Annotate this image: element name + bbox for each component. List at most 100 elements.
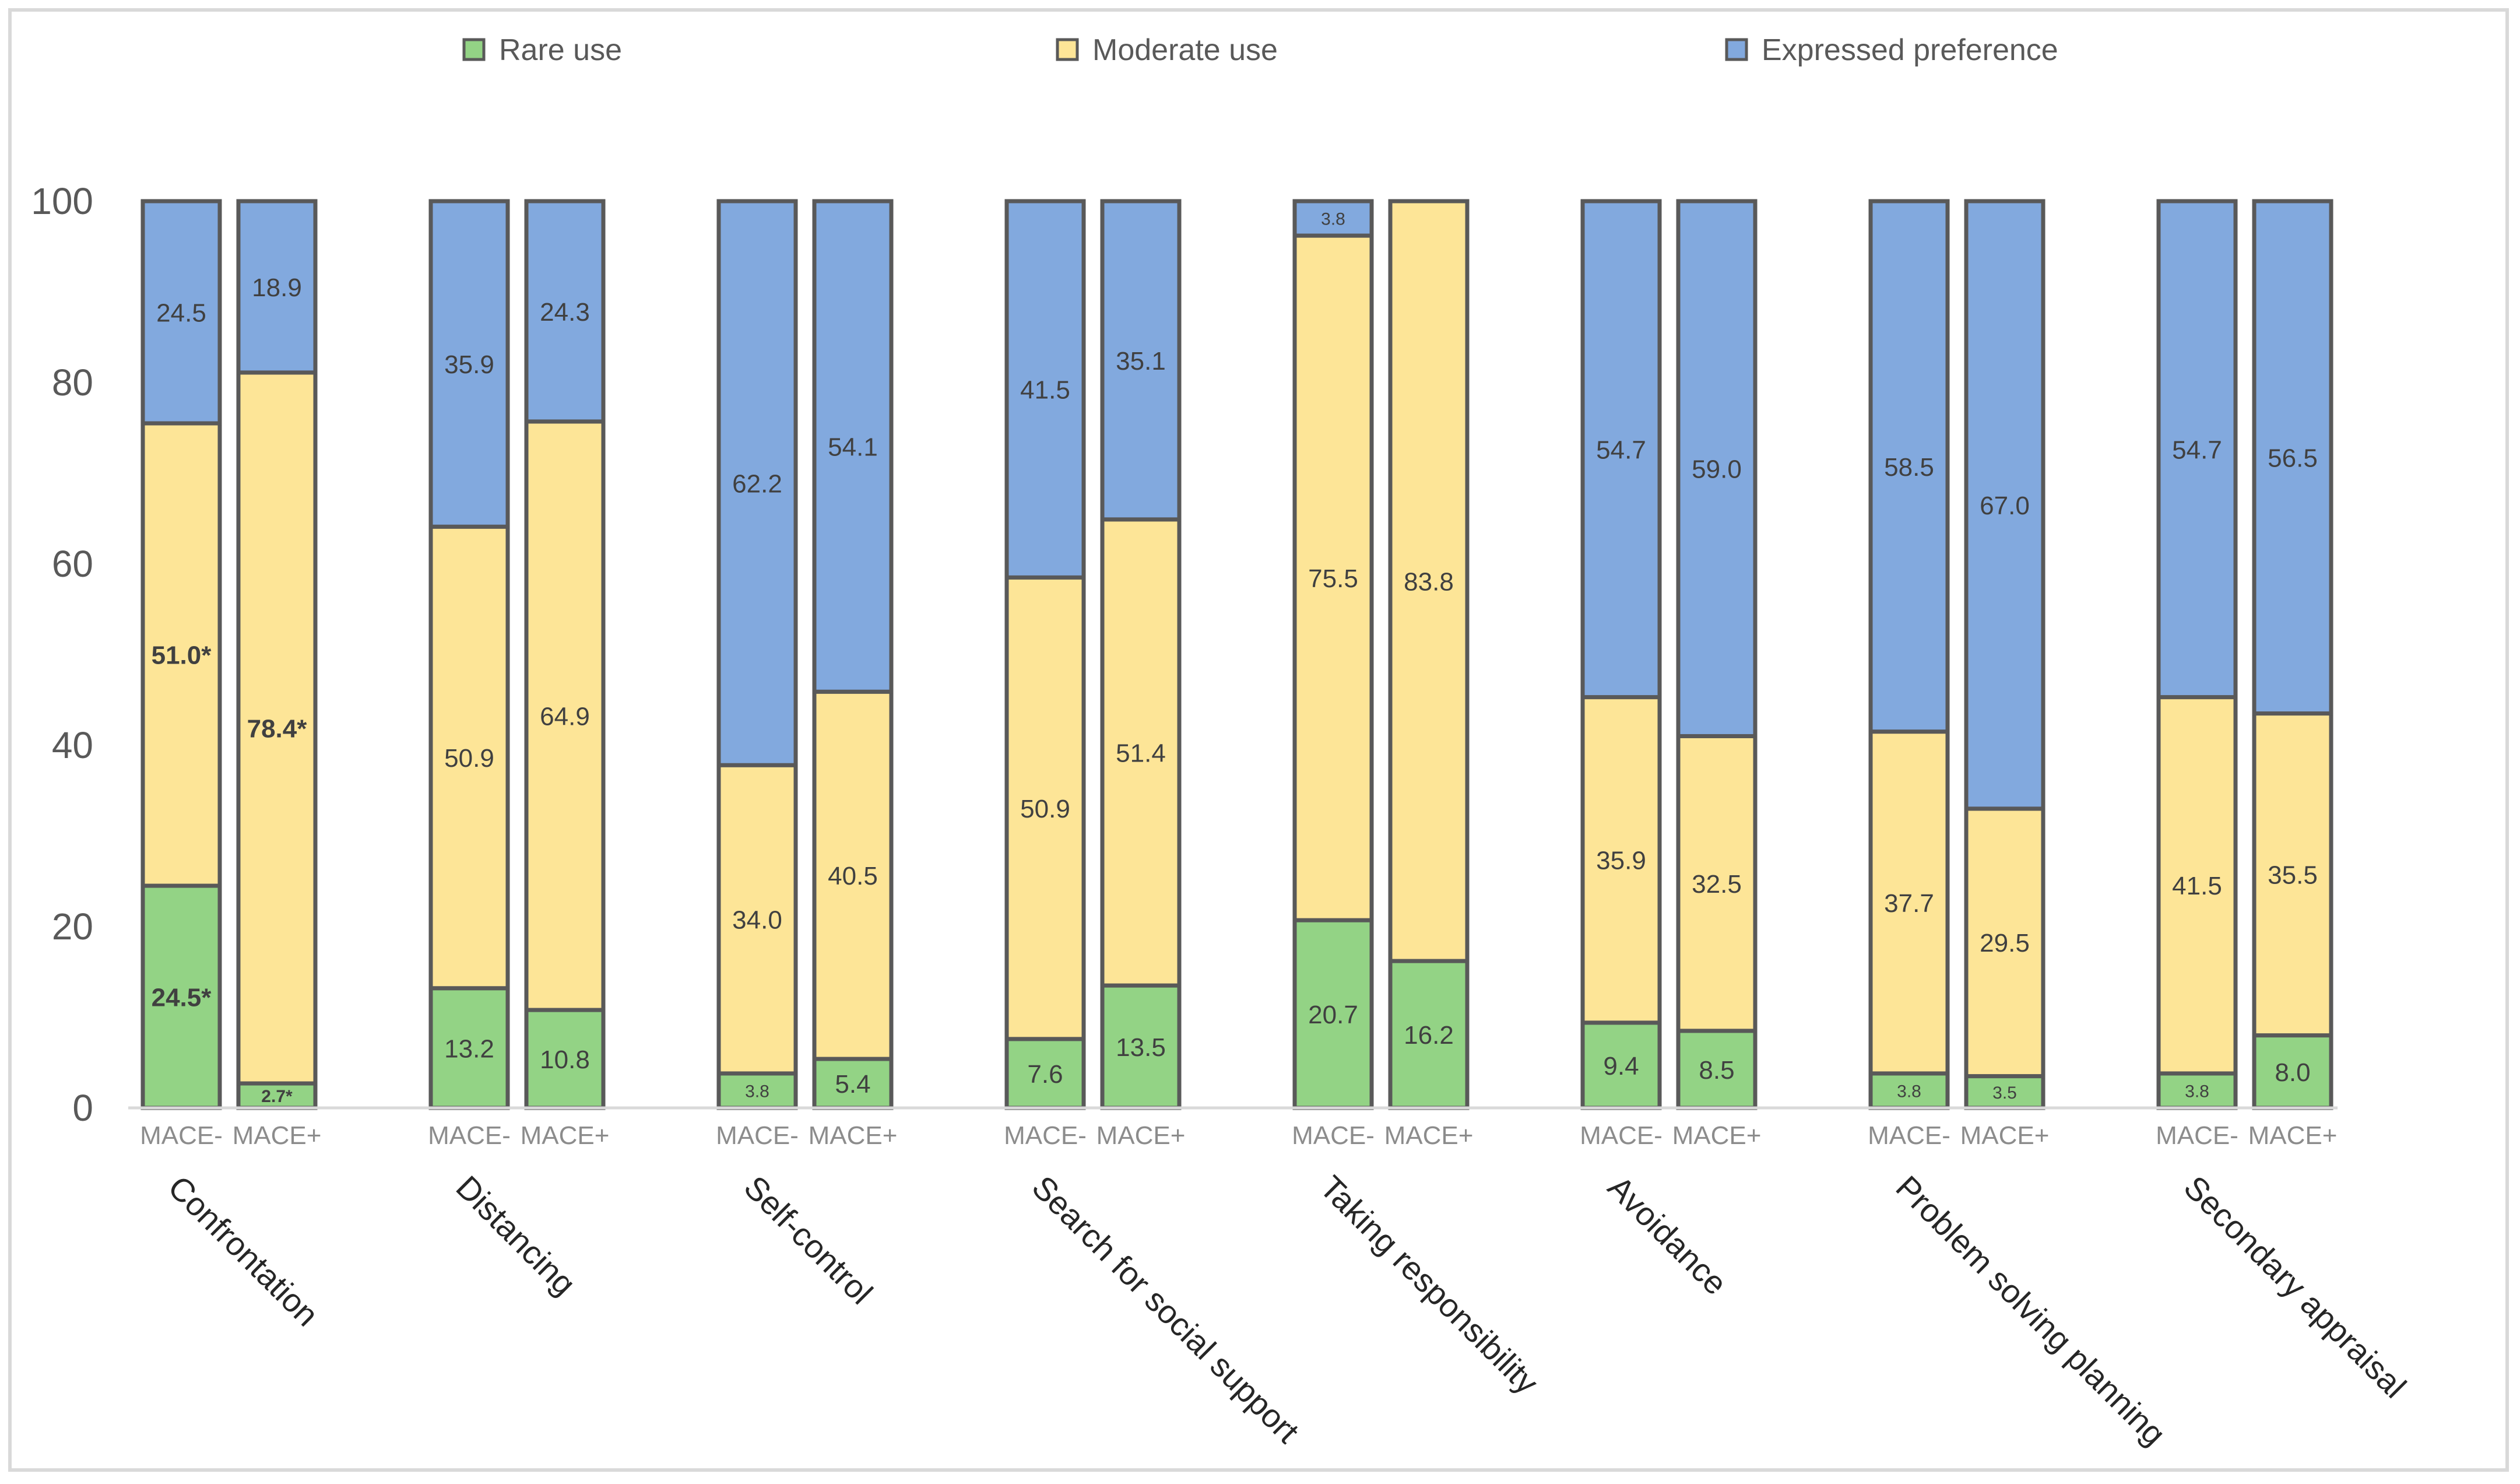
bar-segment-preference: [140, 199, 222, 426]
group-label: MACE+: [1096, 1121, 1186, 1150]
legend-label-0: Rare use: [499, 33, 622, 67]
category-label: Distancing: [449, 1169, 583, 1302]
data-label-rare: 20.7: [1308, 1001, 1358, 1029]
bar-segment-moderate: [1676, 734, 1758, 1033]
group-label: MACE+: [1960, 1121, 2050, 1150]
bar-segment-moderate: [1580, 695, 1662, 1025]
data-label-moderate: 51.4: [1116, 739, 1166, 767]
group-label: MACE+: [2248, 1121, 2338, 1150]
legend-label-2: Expressed preference: [1762, 33, 2058, 67]
category-label: Secondary appraisal: [2177, 1169, 2414, 1405]
data-label-rare: 8.0: [2275, 1058, 2310, 1087]
y-tick-label: 80: [52, 362, 93, 404]
group-label: MACE-: [2156, 1121, 2238, 1150]
data-label-rare: 10.8: [540, 1046, 590, 1074]
group-label: MACE-: [1868, 1121, 1950, 1150]
data-label-preference: 59.0: [1692, 455, 1742, 484]
data-label-moderate: 40.5: [828, 862, 878, 890]
data-label-rare: 7.6: [1027, 1060, 1063, 1089]
y-tick-label: 40: [52, 724, 93, 766]
data-label-moderate: 37.7: [1884, 889, 1934, 918]
data-label-moderate: 34.0: [732, 906, 782, 935]
legend-label-1: Moderate use: [1092, 33, 1278, 67]
bar-segment-moderate: [1868, 729, 1950, 1076]
data-label-preference: 41.5: [1020, 376, 1070, 405]
data-label-moderate: 29.5: [1980, 929, 2030, 957]
category-label: Taking responsibility: [1313, 1169, 1546, 1401]
bar-segment-preference: [1964, 199, 2045, 811]
data-label-rare: 3.5: [1992, 1083, 2017, 1103]
group-label: MACE-: [1580, 1121, 1663, 1150]
data-label-moderate: 78.4*: [247, 714, 308, 743]
data-label-preference: 18.9: [252, 273, 302, 302]
bar-segment-rare: [428, 986, 510, 1110]
bar-segment-preference: [2156, 199, 2238, 700]
category-label: Search for social support: [1025, 1169, 1307, 1450]
data-label-moderate: 41.5: [2172, 872, 2222, 900]
y-tick-label: 20: [52, 906, 93, 948]
data-label-preference: 24.3: [540, 298, 590, 327]
bar-segment-moderate: [716, 763, 798, 1076]
data-label-preference: 54.7: [1596, 436, 1646, 464]
bar-segment-preference: [524, 199, 606, 424]
data-label-preference: 3.8: [1321, 210, 1345, 229]
bar-segment-preference: [1292, 199, 1374, 238]
bar-segment-moderate: [2252, 711, 2333, 1038]
y-tick-label: 100: [31, 180, 93, 222]
data-label-preference: 67.0: [1980, 492, 2030, 520]
group-label: MACE+: [809, 1121, 898, 1150]
data-label-preference: 35.1: [1116, 347, 1166, 376]
legend-swatch-1: [1056, 38, 1079, 61]
bar-segment-moderate: [140, 421, 222, 888]
data-label-moderate: 50.9: [1020, 795, 1070, 823]
bar-segment-preference: [1580, 199, 1662, 700]
bar-segment-moderate: [1388, 199, 1470, 963]
bar-segment-preference: [1868, 199, 1950, 734]
data-label-preference: 62.2: [732, 470, 782, 499]
bar-segment-preference: [1676, 199, 1758, 738]
group-label: MACE-: [140, 1121, 223, 1150]
bar-segment-preference: [1100, 199, 1182, 522]
legend-swatch-2: [1725, 38, 1748, 61]
category-label: Self-control: [737, 1169, 880, 1311]
data-label-rare: 2.7*: [261, 1087, 293, 1106]
data-label-rare: 3.8: [1897, 1082, 1921, 1101]
bar-segment-moderate: [524, 419, 606, 1012]
bar-segment-preference: [1004, 199, 1086, 580]
data-label-rare: 3.8: [745, 1082, 769, 1101]
bar-segment-preference: [236, 199, 318, 375]
bar-segment-moderate: [2156, 695, 2238, 1076]
data-label-rare: 5.4: [835, 1070, 870, 1099]
bar-segment-moderate: [428, 524, 510, 991]
category-label: Avoidance: [1601, 1169, 1735, 1302]
y-tick-label: 60: [52, 543, 93, 585]
data-label-moderate: 64.9: [540, 702, 590, 731]
data-label-moderate: 83.8: [1404, 568, 1454, 597]
group-label: MACE-: [716, 1121, 799, 1150]
category-label: Confrontation: [161, 1169, 326, 1333]
group-label: MACE+: [1672, 1121, 1762, 1150]
data-label-rare: 8.5: [1699, 1056, 1734, 1085]
data-label-moderate: 35.5: [2268, 861, 2318, 890]
data-label-preference: 58.5: [1884, 453, 1934, 482]
data-label-rare: 9.4: [1603, 1052, 1639, 1080]
data-label-moderate: 75.5: [1308, 564, 1358, 593]
bar-segment-moderate: [236, 370, 318, 1086]
data-label-preference: 54.1: [828, 433, 878, 462]
legend-swatch-0: [462, 38, 486, 61]
data-label-moderate: 32.5: [1692, 870, 1742, 899]
group-label: MACE-: [428, 1121, 511, 1150]
group-label: MACE-: [1004, 1121, 1087, 1150]
group-label: MACE+: [233, 1121, 322, 1150]
data-label-rare: 3.8: [2185, 1082, 2209, 1101]
data-label-moderate: 35.9: [1596, 847, 1646, 875]
bar-segment-rare: [1676, 1029, 1758, 1110]
category-label: Problem solving planning: [1889, 1169, 2173, 1453]
data-label-moderate: 50.9: [444, 744, 494, 773]
data-label-moderate: 51.0*: [152, 641, 212, 670]
bar-segment-rare: [1868, 1071, 1950, 1110]
data-label-rare: 13.5: [1116, 1033, 1166, 1062]
data-label-preference: 24.5: [156, 299, 206, 327]
chart-frame: [8, 8, 2509, 1472]
